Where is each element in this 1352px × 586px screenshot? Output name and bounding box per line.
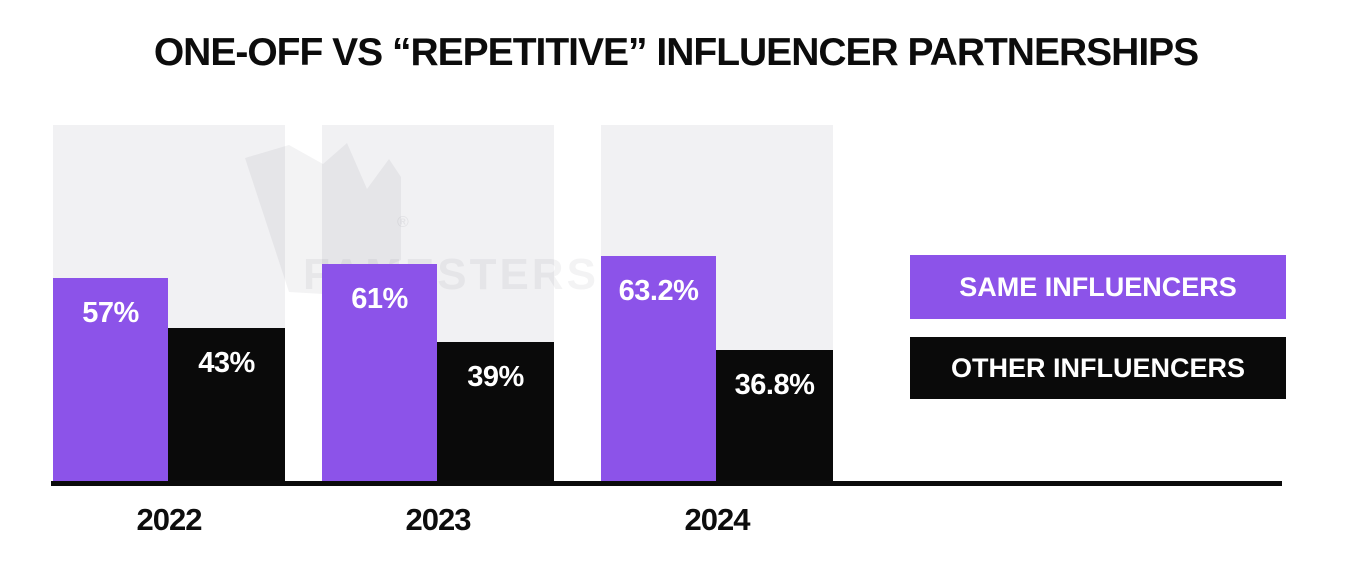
bar-group-2024: 63.2% 36.8% 2024 xyxy=(601,125,833,537)
chart-legend: SAME INFLUENCERS OTHER INFLUENCERS xyxy=(910,255,1286,399)
bar-same-influencers-2024: 63.2% xyxy=(601,256,716,481)
legend-item-same-influencers: SAME INFLUENCERS xyxy=(910,255,1286,319)
bar-value-label: 63.2% xyxy=(618,275,699,307)
bar-other-influencers-2022: 43% xyxy=(168,328,285,481)
bar-same-influencers-2022: 57% xyxy=(53,278,168,481)
x-axis-label-2023: 2023 xyxy=(405,502,472,537)
bar-other-influencers-2024: 36.8% xyxy=(716,350,833,481)
bar-same-influencers-2023: 61% xyxy=(322,264,437,481)
chart-title: ONE-OFF VS “REPETITIVE” INFLUENCER PARTN… xyxy=(153,31,1199,74)
legend-item-other-influencers: OTHER INFLUENCERS xyxy=(910,337,1286,399)
x-axis-label-2022: 2022 xyxy=(136,502,203,537)
x-axis-baseline xyxy=(51,481,1282,486)
bar-group-2022: 57% 43% 2022 xyxy=(53,125,285,537)
bar-value-label: 57% xyxy=(82,297,139,329)
legend-label: SAME INFLUENCERS xyxy=(959,271,1237,302)
bar-value-label: 39% xyxy=(467,361,524,393)
bar-value-label: 61% xyxy=(351,283,408,315)
bar-other-influencers-2023: 39% xyxy=(437,342,554,481)
bar-value-label: 36.8% xyxy=(734,369,815,401)
legend-label: OTHER INFLUENCERS xyxy=(950,352,1245,383)
bar-value-label: 43% xyxy=(198,347,255,379)
bar-group-2023: 61% 39% 2023 xyxy=(322,125,554,537)
x-axis-label-2024: 2024 xyxy=(684,502,751,537)
